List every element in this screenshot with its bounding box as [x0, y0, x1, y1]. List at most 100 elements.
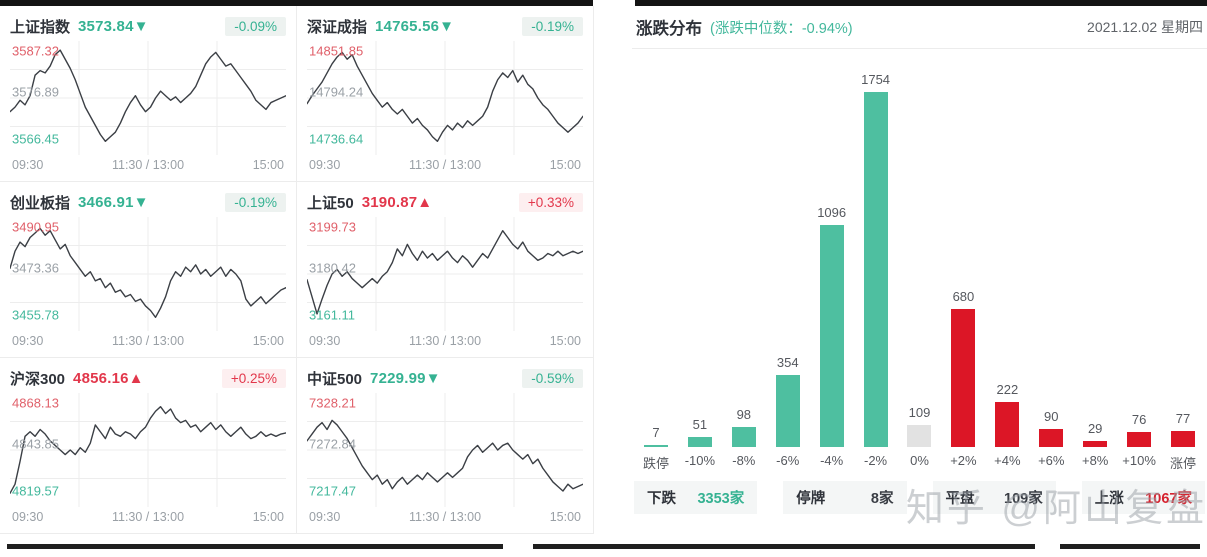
y-label-prev-close: 3180.42	[309, 260, 356, 276]
bar-category-label: -10%	[684, 453, 716, 468]
bar-rect	[731, 427, 756, 447]
index-value: 14765.56▼	[375, 17, 455, 35]
stat-label: 上涨	[1094, 491, 1124, 507]
y-label-low: 3566.45	[12, 131, 59, 147]
index-card[interactable]: 深证成指 14765.56▼ -0.19% 14851.85 14794.24 …	[297, 6, 594, 182]
breadth-stat-box: 停牌 8家	[783, 481, 907, 514]
index-card[interactable]: 沪深300 4856.16▲ +0.25% 4868.13 4843.85 48…	[0, 358, 297, 534]
index-line-chart: 4868.13 4843.85 4819.57	[10, 393, 286, 507]
index-card[interactable]: 上证指数 3573.84▼ -0.09% 3587.32 3576.89 356…	[0, 6, 297, 182]
bar-rect	[863, 92, 888, 447]
index-name: 上证50	[307, 194, 354, 212]
distribution-bar-column[interactable]: 1096 -4%	[810, 57, 854, 469]
x-tick-open: 09:30	[12, 510, 44, 524]
distribution-bar-column[interactable]: 98 -8%	[722, 57, 766, 469]
x-tick-close: 15:00	[549, 510, 581, 524]
index-line-chart: 14851.85 14794.24 14736.64	[307, 41, 583, 155]
x-tick-close: 15:00	[549, 334, 581, 348]
index-line-chart: 3199.73 3180.42 3161.11	[307, 217, 583, 331]
x-axis-labels: 09:30 11:30 / 13:00 15:00	[307, 331, 583, 348]
y-label-high: 3199.73	[309, 219, 356, 235]
bar-category-label: -2%	[864, 453, 888, 468]
top-divider-right	[635, 0, 1207, 6]
bar-rect	[1171, 431, 1196, 447]
y-label-high: 4868.13	[12, 395, 59, 411]
bottom-divider-2	[533, 544, 1035, 549]
distribution-bar-column[interactable]: 680 +2%	[941, 57, 985, 469]
index-card[interactable]: 上证50 3190.87▲ +0.33% 3199.73 3180.42 316…	[297, 182, 594, 358]
x-tick-open: 09:30	[12, 334, 44, 348]
bar-rect	[819, 225, 844, 447]
y-label-high: 3490.95	[12, 219, 59, 235]
bar-value-label: 1754	[861, 72, 891, 87]
y-label-prev-close: 3473.36	[12, 260, 59, 276]
x-axis-labels: 09:30 11:30 / 13:00 15:00	[307, 507, 583, 524]
x-axis-labels: 09:30 11:30 / 13:00 15:00	[307, 155, 583, 172]
panel-date: 2021.12.02 星期四	[1087, 19, 1203, 35]
distribution-bar-column[interactable]: 7 跌停	[634, 57, 678, 471]
index-minichart-grid: 上证指数 3573.84▼ -0.09% 3587.32 3576.89 356…	[0, 6, 595, 534]
y-label-low: 3161.11	[309, 307, 356, 323]
y-label-prev-close: 3576.89	[12, 84, 59, 100]
distribution-bar-column[interactable]: 354 -6%	[766, 57, 810, 469]
distribution-bar-column[interactable]: 76 +10%	[1117, 57, 1161, 469]
y-label-prev-close: 4843.85	[12, 436, 59, 452]
index-card-header: 深证成指 14765.56▼ -0.19%	[307, 14, 583, 38]
index-change-badge: -0.19%	[225, 192, 286, 212]
bar-category-label: +2%	[950, 453, 977, 468]
distribution-bar-column[interactable]: 90 +6%	[1029, 57, 1073, 469]
index-change-badge: -0.09%	[225, 16, 286, 36]
index-name: 沪深300	[10, 370, 66, 388]
distribution-bar-column[interactable]: 109 0%	[898, 57, 942, 469]
bottom-divider-3	[1060, 544, 1200, 549]
index-change-badge: +0.25%	[221, 368, 286, 388]
distribution-bar-column[interactable]: 29 +8%	[1073, 57, 1117, 469]
bar-category-label: +8%	[1081, 453, 1109, 468]
bar-category-label: 0%	[910, 453, 929, 468]
y-label-prev-close: 14794.24	[309, 84, 364, 100]
bar-rect	[951, 309, 976, 447]
stat-value: 1067家	[1145, 491, 1192, 507]
index-card[interactable]: 中证500 7229.99▼ -0.59% 7328.21 7272.84 72…	[297, 358, 594, 534]
bar-value-label: 77	[1175, 411, 1191, 426]
index-value: 3573.84▼	[78, 17, 149, 35]
y-label-low: 4819.57	[12, 483, 59, 499]
y-label-high: 14851.85	[309, 43, 364, 59]
x-tick-midday: 11:30 / 13:00	[111, 334, 185, 348]
bar-value-label: 680	[952, 289, 975, 304]
x-tick-close: 15:00	[252, 158, 284, 172]
bar-value-label: 29	[1087, 421, 1103, 436]
bar-rect	[1083, 441, 1108, 447]
index-card[interactable]: 创业板指 3466.91▼ -0.19% 3490.95 3473.36 345…	[0, 182, 297, 358]
bar-category-label: -8%	[732, 453, 756, 468]
market-breadth-stats: 下跌 3353家 停牌 8家 平盘 109家 上涨 1067家	[632, 481, 1207, 514]
bar-category-label: 涨停	[1170, 456, 1197, 471]
x-tick-midday: 11:30 / 13:00	[111, 510, 185, 524]
x-tick-open: 09:30	[309, 510, 341, 524]
index-change-badge: +0.33%	[518, 192, 583, 212]
bar-rect	[687, 437, 712, 447]
distribution-bar-column[interactable]: 77 涨停	[1161, 57, 1205, 471]
stat-value: 8家	[870, 491, 894, 507]
top-divider-left	[0, 0, 593, 6]
x-tick-midday: 11:30 / 13:00	[408, 510, 482, 524]
distribution-bar-column[interactable]: 222 +4%	[985, 57, 1029, 469]
y-label-low: 7217.47	[309, 483, 356, 499]
bottom-divider-1	[7, 544, 503, 549]
distribution-bar-column[interactable]: 1754 -2%	[854, 57, 898, 469]
distribution-header: 涨跌分布 (涨跌中位数：-0.94%) 2021.12.02 星期四	[632, 6, 1207, 49]
bar-value-label: 90	[1044, 409, 1059, 424]
bar-rect	[995, 402, 1020, 447]
index-card-header: 上证50 3190.87▲ +0.33%	[307, 190, 583, 214]
distribution-bar-column[interactable]: 51 -10%	[678, 57, 722, 469]
index-value: 7229.99▼	[370, 369, 441, 387]
x-axis-labels: 09:30 11:30 / 13:00 15:00	[10, 507, 286, 524]
x-tick-close: 15:00	[252, 334, 284, 348]
bar-value-label: 354	[776, 355, 799, 370]
index-name: 深证成指	[307, 18, 368, 36]
index-line-chart: 3587.32 3576.89 3566.45	[10, 41, 286, 155]
index-card-header: 创业板指 3466.91▼ -0.19%	[10, 190, 286, 214]
x-tick-open: 09:30	[12, 158, 44, 172]
breadth-stat-box: 下跌 3353家	[634, 481, 758, 514]
